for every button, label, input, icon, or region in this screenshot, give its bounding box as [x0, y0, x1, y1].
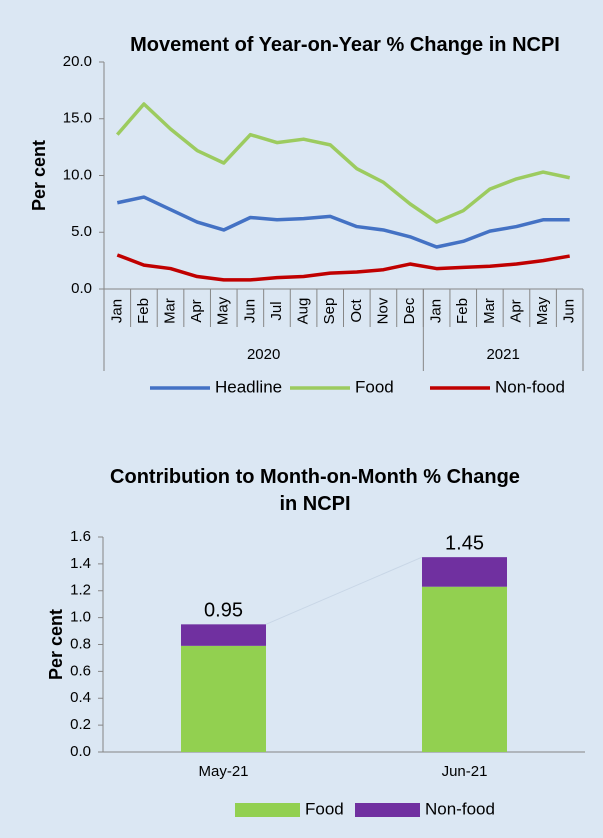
chart-title: Movement of Year-on-Year % Change in NCP… — [130, 34, 560, 56]
y-tick-label: 20.0 — [63, 53, 92, 70]
x-tick-label: Jun-21 — [442, 763, 488, 780]
y-axis-label: Per cent — [46, 609, 66, 680]
x-tick-label: May-21 — [198, 763, 248, 780]
y-tick-label: 1.0 — [70, 609, 91, 626]
legend-swatch — [355, 803, 420, 817]
line-series — [116, 253, 570, 282]
legend-label: Food — [305, 799, 344, 818]
y-tick-label: 0.4 — [70, 689, 91, 706]
total-label: 1.45 — [445, 532, 484, 554]
x-tick-label: Sep — [321, 298, 338, 325]
y-tick-label: 0.2 — [70, 716, 91, 733]
x-tick-label: Nov — [374, 297, 391, 324]
legend-label: Non-food — [495, 377, 565, 396]
x-tick-label: May — [215, 296, 232, 325]
chart-title: Contribution to Month-on-Month % Change … — [110, 466, 520, 515]
y-tick-label: 5.0 — [71, 223, 92, 240]
y-tick-label: 0.0 — [70, 743, 91, 760]
x-tick-label: Apr — [188, 299, 205, 322]
y-tick-label: 1.6 — [70, 528, 91, 545]
x-tick-label: Apr — [507, 299, 524, 322]
y-tick-label: 15.0 — [63, 110, 92, 127]
line-series — [115, 102, 571, 224]
x-tick-label: Dec — [401, 297, 418, 324]
total-connector — [265, 556, 423, 625]
legend-swatch — [235, 803, 300, 817]
group-label: 2021 — [486, 346, 519, 363]
x-tick-label: Jul — [268, 301, 285, 320]
total-label: 0.95 — [204, 600, 243, 622]
y-tick-label: 0.8 — [70, 635, 91, 652]
x-tick-label: Jan — [428, 299, 445, 323]
bar-segment — [181, 645, 266, 752]
bar-segment — [181, 624, 266, 646]
bar-segment — [422, 557, 507, 587]
legend-label: Headline — [215, 377, 282, 396]
y-tick-label: 1.2 — [70, 582, 91, 599]
x-tick-label: Jun — [561, 299, 578, 323]
legend-label: Food — [355, 377, 394, 396]
group-label: 2020 — [247, 346, 280, 363]
legend-label: Non-food — [425, 799, 495, 818]
x-tick-label: May — [534, 296, 551, 325]
x-tick-label: Aug — [295, 298, 312, 325]
x-tick-label: Oct — [348, 299, 365, 323]
x-tick-label: Mar — [161, 298, 178, 324]
x-tick-label: Feb — [454, 298, 471, 324]
bar-segment — [422, 586, 507, 752]
x-tick-label: Jan — [108, 299, 125, 323]
y-tick-label: 0.6 — [70, 662, 91, 679]
y-tick-label: 10.0 — [63, 166, 92, 183]
x-tick-label: Jun — [241, 299, 258, 323]
y-tick-label: 0.0 — [71, 280, 92, 297]
x-tick-label: Feb — [135, 298, 152, 324]
y-axis-label: Per cent — [29, 140, 49, 211]
x-tick-label: Mar — [481, 298, 498, 324]
line-series — [116, 195, 570, 249]
y-tick-label: 1.4 — [70, 555, 91, 572]
